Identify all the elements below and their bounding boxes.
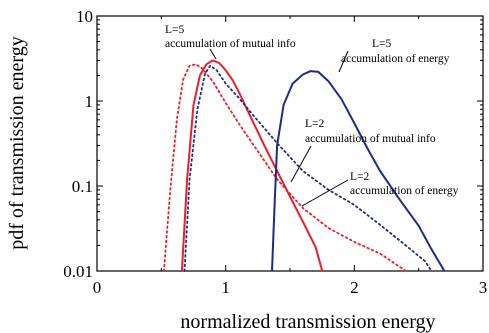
annotation-l2-mutual-info-line2: accumulation of mutual info — [305, 133, 436, 145]
annotation-l2-energy-line2: accumulation of energy — [350, 185, 459, 197]
ticks — [96, 15, 484, 272]
y-tick-label: 0.01 — [63, 262, 93, 281]
y-axis-title: pdf of transmission energy — [6, 36, 28, 250]
x-tick-label: 2 — [350, 278, 359, 297]
annotation-l2-energy-leader — [301, 179, 349, 207]
annotation-l2-mutual-info-line1: L=2 — [305, 118, 325, 130]
annotation-l5-energy-line2: accumulation of energy — [341, 53, 450, 65]
annotation-l5-mutual-info-leader — [209, 48, 217, 60]
series-red-solid-line — [180, 59, 324, 272]
x-tick-label: 3 — [479, 278, 488, 297]
y-tick-label: 10 — [76, 7, 93, 26]
y-tick-label: 1 — [85, 92, 94, 111]
x-tick-label: 1 — [221, 278, 230, 297]
annotation-l5-mutual-info-line2: accumulation of mutual info — [165, 38, 296, 50]
series-red-dotted-line — [163, 63, 407, 272]
x-tick-label: 0 — [93, 278, 102, 297]
annotation-l2-energy-line1: L=2 — [350, 171, 370, 183]
series-blue-solid-line — [271, 70, 446, 272]
annotation-l5-mutual-info-line1: L=5 — [165, 24, 185, 36]
series-blue-dotted-line — [183, 64, 433, 272]
series-layer — [163, 59, 446, 272]
annotation-l2-mutual-info-leader — [290, 145, 312, 183]
annotation-l5-energy-line1: L=5 — [372, 38, 392, 50]
y-tick-label: 0.1 — [72, 177, 93, 196]
x-axis-title: normalized transmission energy — [180, 311, 435, 333]
tick-labels: 0 1 2 3 0.01 0.1 1 10 — [63, 7, 487, 297]
annotation-l5-energy-leader — [338, 50, 349, 73]
